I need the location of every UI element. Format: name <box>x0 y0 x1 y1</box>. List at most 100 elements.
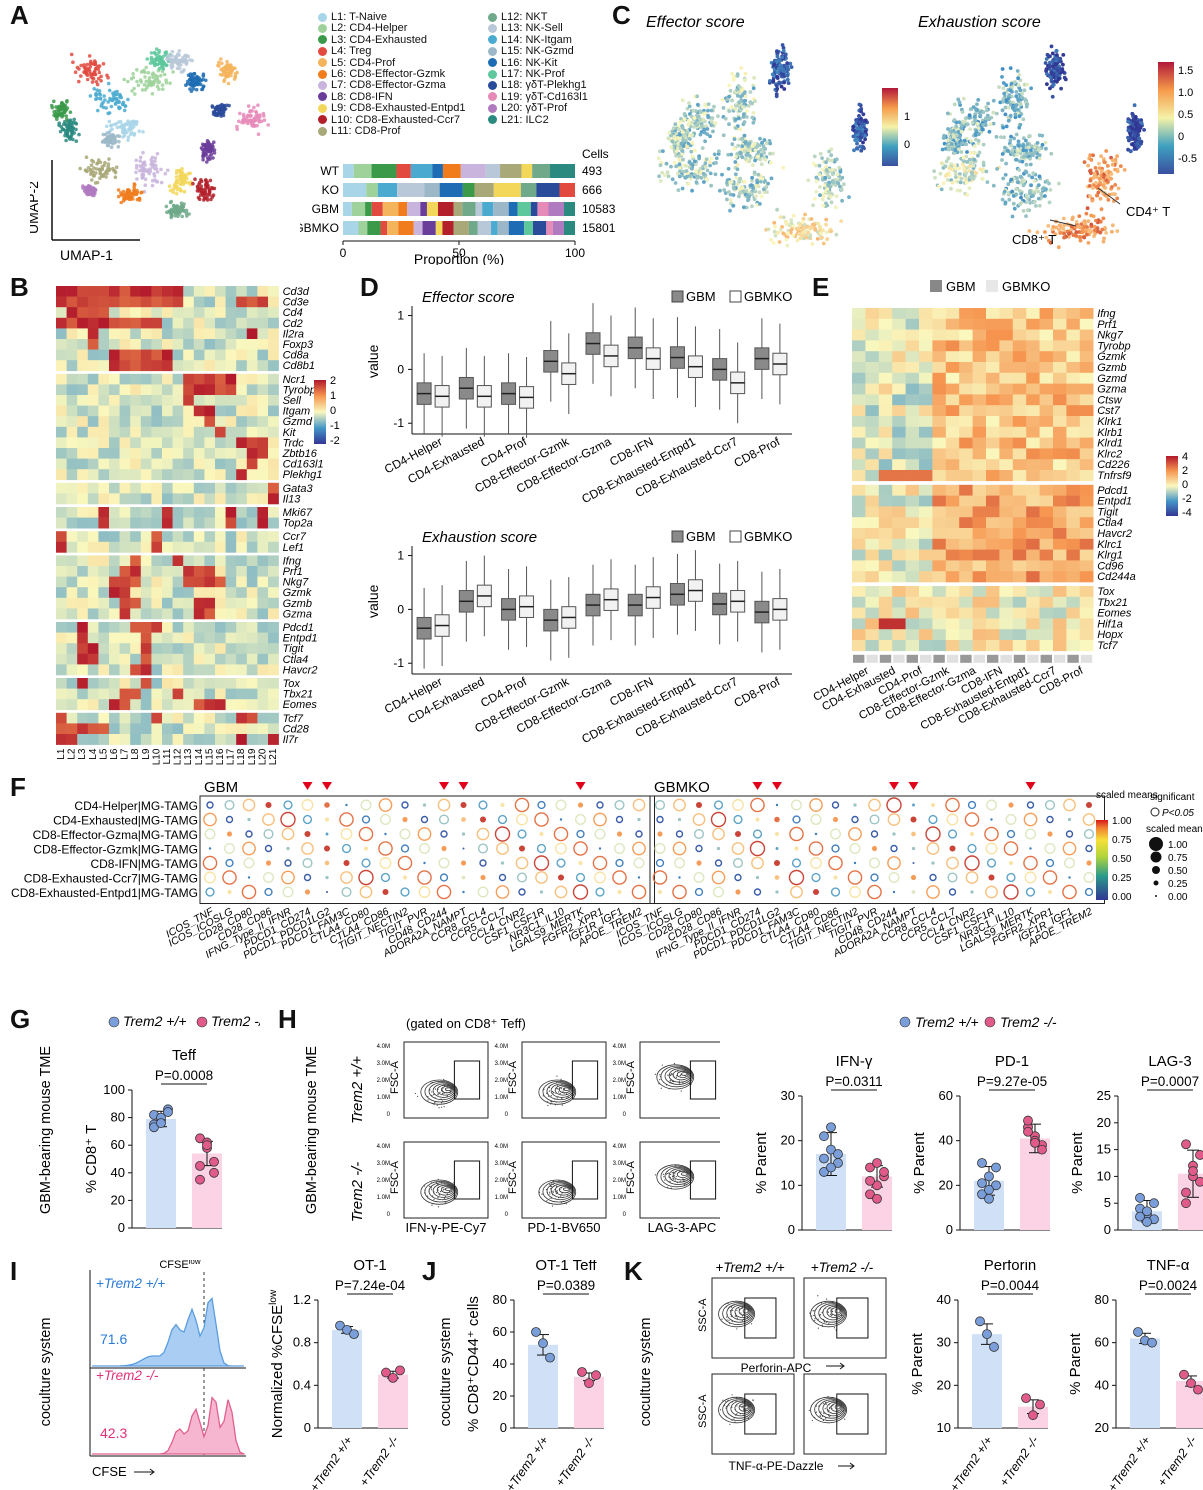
heatmap-cell <box>236 469 248 481</box>
umap-cell <box>133 92 137 96</box>
heatmap-cell <box>1066 405 1081 417</box>
heatmap-cell <box>257 632 269 644</box>
score-cell <box>953 166 958 171</box>
umap-cell <box>79 74 83 78</box>
umap-cell <box>131 72 135 76</box>
score-cell <box>1093 228 1097 233</box>
score-cell <box>741 112 746 117</box>
heatmap-cell <box>919 394 933 406</box>
heatmap-cell <box>1039 318 1054 330</box>
umap-cell <box>177 53 181 57</box>
umap-cell <box>252 105 256 110</box>
score-cell <box>841 182 846 187</box>
score-cell <box>684 164 688 168</box>
score-cell <box>733 107 737 111</box>
umap-cell <box>77 132 81 137</box>
gene-label: Klrd1 <box>1097 438 1123 450</box>
score-cell <box>1002 91 1007 96</box>
heatmap-cell <box>268 517 279 529</box>
heatmap-cell <box>172 653 184 665</box>
heatmap-cell <box>87 678 99 689</box>
score-cell <box>983 123 988 127</box>
heatmap-cell <box>183 493 195 505</box>
umap-cell <box>96 76 101 81</box>
heatmap-cell <box>215 317 226 329</box>
score-cell <box>756 154 760 159</box>
heatmap-cell <box>204 597 216 609</box>
heatmap-cell <box>109 664 120 676</box>
heatmap-cell <box>66 678 78 689</box>
heatmap-cell <box>183 664 195 676</box>
bar-name: GBM <box>312 202 339 216</box>
score-cell <box>1054 66 1058 70</box>
heatmap-cell <box>959 362 973 374</box>
score-cell <box>817 163 822 168</box>
score-cell <box>729 152 734 157</box>
heatmap-cell <box>246 384 258 396</box>
score-cell <box>1043 140 1048 145</box>
umap-cell <box>159 73 163 78</box>
heatmap-cell <box>215 286 226 297</box>
score-cell <box>939 187 944 192</box>
score-cell <box>680 186 685 191</box>
heatmap-cell <box>172 482 184 494</box>
heatmap-cell <box>257 448 269 459</box>
score-cell <box>787 223 792 228</box>
heatmap-cell <box>215 597 226 609</box>
heatmap-cell <box>246 622 258 633</box>
gene-label: Klrk1 <box>1097 416 1122 428</box>
heatmap-cell <box>77 426 89 438</box>
heatmap-cell <box>98 678 110 689</box>
heatmap-cell <box>56 469 67 481</box>
heatmap-cell <box>151 597 163 609</box>
heatmap-cell <box>56 317 67 329</box>
heatmap-cell <box>1079 372 1094 384</box>
score-cell <box>965 160 970 164</box>
heatmap-cell <box>1066 351 1081 363</box>
heatmap-cell <box>183 597 195 609</box>
score-cell <box>744 205 749 210</box>
heatmap-cell <box>1039 340 1054 352</box>
heatmap-cell <box>268 317 279 329</box>
heatmap-cell <box>215 384 226 396</box>
umap-cell <box>64 114 68 118</box>
umap-cell <box>191 181 195 186</box>
score-cell <box>980 169 985 174</box>
score-cell <box>1127 128 1131 133</box>
heatmap-cell <box>878 416 893 428</box>
bar-segment <box>537 202 549 216</box>
heatmap-cell <box>140 566 152 577</box>
umap-cell <box>113 135 117 140</box>
heatmap-cell <box>98 723 110 735</box>
heatmap-cell <box>140 517 152 529</box>
umap-cell <box>82 65 87 70</box>
heatmap-cell <box>986 416 1000 428</box>
column-label: L5 <box>98 748 109 760</box>
heatmap-cell <box>852 448 866 460</box>
score-cell <box>1133 122 1138 127</box>
heatmap-cell <box>77 531 89 543</box>
heatmap-cell <box>257 699 269 711</box>
score-cell <box>686 118 691 123</box>
score-cell <box>657 149 662 154</box>
heatmap-cell <box>183 734 195 745</box>
heatmap-cell <box>257 426 269 438</box>
umap-cell <box>199 179 204 184</box>
heatmap-cell <box>268 531 279 543</box>
heatmap-cell <box>87 587 99 599</box>
heatmap-cell <box>98 360 110 372</box>
heatmap-cell <box>66 597 78 609</box>
score-cell <box>1043 194 1047 198</box>
umap-cell <box>147 78 151 83</box>
umap-cell <box>94 171 98 175</box>
heatmap-cell <box>87 384 99 396</box>
heatmap-cell <box>87 688 99 700</box>
score-cell <box>784 221 789 226</box>
heatmap-cell <box>986 394 1000 406</box>
umap-cell <box>216 63 220 68</box>
heatmap-cell <box>892 448 906 460</box>
heatmap-cell <box>268 307 279 319</box>
score-cell <box>1102 160 1107 164</box>
umap-cell <box>93 67 98 71</box>
bar-segment <box>439 183 463 197</box>
